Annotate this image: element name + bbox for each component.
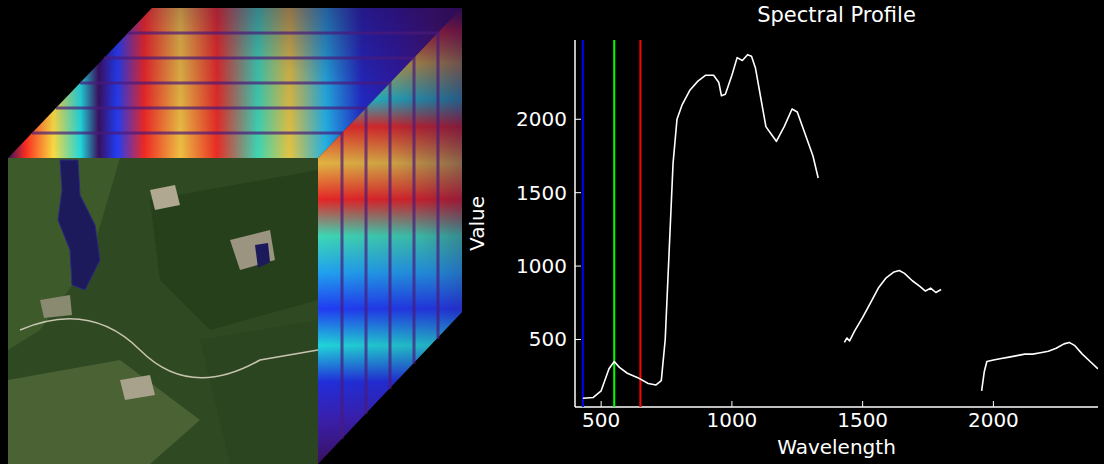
y-tick (575, 119, 581, 120)
y-tick (575, 266, 581, 267)
x-tick (731, 401, 732, 407)
chart: Spectral Profile 500 1000 1500 2000 500 1000 15… (465, 3, 1098, 459)
x-axis-title: Wavelength (777, 435, 896, 459)
x-tick-label: 500 (582, 408, 620, 432)
land-patch (120, 375, 155, 400)
land-patch (150, 185, 180, 210)
cube-front (8, 158, 318, 464)
x-tick (993, 401, 994, 407)
band-line (582, 40, 584, 407)
y-tick (575, 192, 581, 193)
spectral-line (583, 55, 1098, 399)
y-axis (574, 40, 576, 407)
x-tick-label: 1000 (706, 408, 757, 432)
title: Spectral Profile (757, 3, 916, 27)
land-patch (200, 320, 318, 464)
land-patch (230, 230, 275, 270)
land-patch (8, 158, 120, 350)
y-tick (575, 339, 581, 340)
plot-area (583, 40, 1098, 407)
band-line (613, 40, 615, 407)
land-patch (8, 360, 200, 464)
band-line (639, 40, 641, 407)
y-tick-label: 2000 (516, 107, 567, 131)
land-patch (150, 170, 318, 330)
x-tick-label: 2000 (968, 408, 1019, 432)
y-tick-label: 1500 (516, 181, 567, 205)
hyperspectral-cube (8, 8, 462, 464)
x-tick-label: 1500 (837, 408, 888, 432)
y-tick-label: 500 (529, 327, 567, 351)
y-axis-title: Value (465, 196, 489, 251)
x-tick (862, 401, 863, 407)
x-tick (601, 401, 602, 407)
land-patch (40, 295, 72, 318)
road (20, 319, 318, 378)
y-tick-label: 1000 (516, 254, 567, 278)
lake (58, 160, 100, 290)
lake (255, 243, 270, 268)
cube-layer-edge (128, 33, 438, 339)
canvas: Spectral Profile 500 1000 1500 2000 500 1000 15… (0, 0, 1104, 464)
